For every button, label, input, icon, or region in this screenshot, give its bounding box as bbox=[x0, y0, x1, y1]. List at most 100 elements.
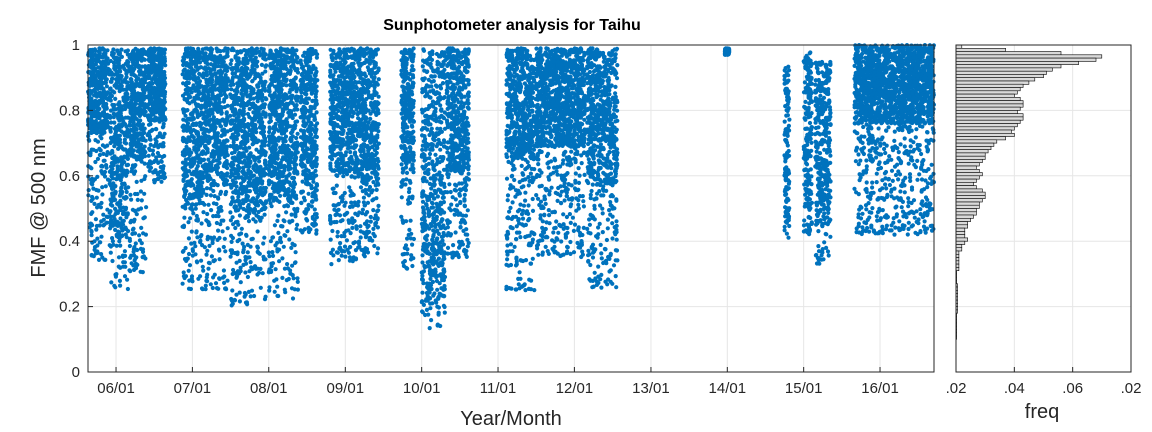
data-point bbox=[242, 290, 247, 296]
data-point bbox=[201, 268, 206, 273]
data-point bbox=[229, 121, 234, 126]
data-point bbox=[211, 259, 216, 264]
data-point bbox=[220, 61, 225, 66]
data-point bbox=[102, 169, 108, 175]
data-point bbox=[284, 210, 289, 215]
data-point bbox=[187, 101, 192, 106]
data-point bbox=[263, 79, 268, 84]
data-point bbox=[255, 245, 260, 250]
data-point bbox=[189, 241, 194, 246]
data-point bbox=[130, 150, 135, 156]
data-point bbox=[184, 118, 189, 123]
data-point bbox=[190, 248, 195, 254]
data-point bbox=[114, 243, 119, 248]
data-point bbox=[148, 118, 153, 123]
data-point bbox=[125, 277, 130, 282]
data-point bbox=[278, 90, 284, 95]
data-point bbox=[125, 286, 130, 292]
data-point bbox=[241, 78, 246, 83]
data-point bbox=[185, 54, 190, 59]
data-point bbox=[285, 47, 290, 52]
data-point bbox=[233, 98, 238, 103]
data-point bbox=[234, 292, 239, 297]
data-point bbox=[100, 255, 105, 260]
data-point bbox=[88, 177, 93, 182]
data-point bbox=[160, 125, 165, 130]
data-point bbox=[242, 118, 247, 123]
data-point bbox=[101, 47, 106, 52]
data-point bbox=[273, 267, 278, 272]
data-point bbox=[216, 94, 221, 99]
data-point bbox=[183, 81, 189, 86]
data-point bbox=[295, 222, 300, 227]
data-point bbox=[197, 186, 203, 191]
data-point bbox=[107, 178, 112, 183]
data-point bbox=[243, 91, 248, 96]
data-point bbox=[229, 239, 234, 244]
data-point bbox=[306, 226, 311, 231]
data-point bbox=[157, 131, 162, 136]
data-point bbox=[181, 178, 186, 183]
data-point bbox=[229, 95, 234, 100]
data-point bbox=[192, 172, 197, 177]
data-point bbox=[110, 150, 115, 155]
data-point bbox=[212, 126, 218, 131]
data-point bbox=[140, 64, 145, 69]
data-point bbox=[152, 67, 157, 72]
data-point bbox=[141, 216, 146, 221]
data-point bbox=[127, 238, 132, 243]
data-point bbox=[220, 275, 226, 280]
data-point bbox=[312, 113, 317, 118]
data-point bbox=[147, 147, 152, 153]
data-point bbox=[154, 158, 159, 163]
data-point bbox=[99, 99, 104, 104]
data-point bbox=[259, 122, 264, 127]
data-point bbox=[142, 191, 147, 196]
data-point bbox=[112, 65, 118, 70]
data-point bbox=[254, 46, 260, 51]
data-point bbox=[124, 90, 129, 96]
data-point bbox=[229, 151, 235, 156]
data-point bbox=[100, 192, 105, 197]
data-point bbox=[256, 270, 262, 275]
data-point bbox=[189, 229, 194, 234]
data-point bbox=[231, 190, 236, 195]
data-point bbox=[221, 268, 226, 273]
data-point bbox=[98, 205, 103, 210]
data-point bbox=[272, 102, 277, 107]
data-point bbox=[89, 211, 94, 216]
data-point bbox=[240, 176, 245, 181]
data-point bbox=[129, 80, 134, 85]
data-point bbox=[287, 237, 292, 242]
data-point bbox=[301, 132, 306, 137]
data-point bbox=[188, 130, 193, 135]
data-point bbox=[187, 179, 192, 184]
data-point bbox=[250, 79, 255, 84]
chart-title: Sunphotometer analysis for Taihu bbox=[383, 17, 641, 34]
data-point bbox=[203, 95, 208, 100]
data-point bbox=[124, 215, 129, 220]
data-point bbox=[273, 196, 278, 201]
data-point bbox=[92, 245, 98, 250]
data-point bbox=[89, 253, 94, 258]
data-point bbox=[263, 139, 268, 144]
data-point bbox=[182, 172, 187, 177]
data-point bbox=[204, 77, 209, 82]
data-point bbox=[117, 58, 122, 63]
data-point bbox=[239, 101, 245, 106]
data-point bbox=[93, 86, 99, 91]
data-point bbox=[248, 260, 253, 265]
data-point bbox=[100, 65, 105, 70]
data-point bbox=[309, 90, 315, 95]
data-point bbox=[312, 117, 317, 122]
data-point bbox=[122, 99, 127, 104]
data-point bbox=[253, 55, 258, 60]
data-point bbox=[95, 205, 100, 210]
data-point bbox=[122, 274, 128, 279]
data-point bbox=[130, 227, 135, 232]
data-point bbox=[306, 174, 312, 179]
data-point bbox=[198, 240, 203, 245]
data-point bbox=[276, 230, 281, 235]
data-point bbox=[140, 111, 145, 116]
data-point bbox=[310, 98, 315, 104]
